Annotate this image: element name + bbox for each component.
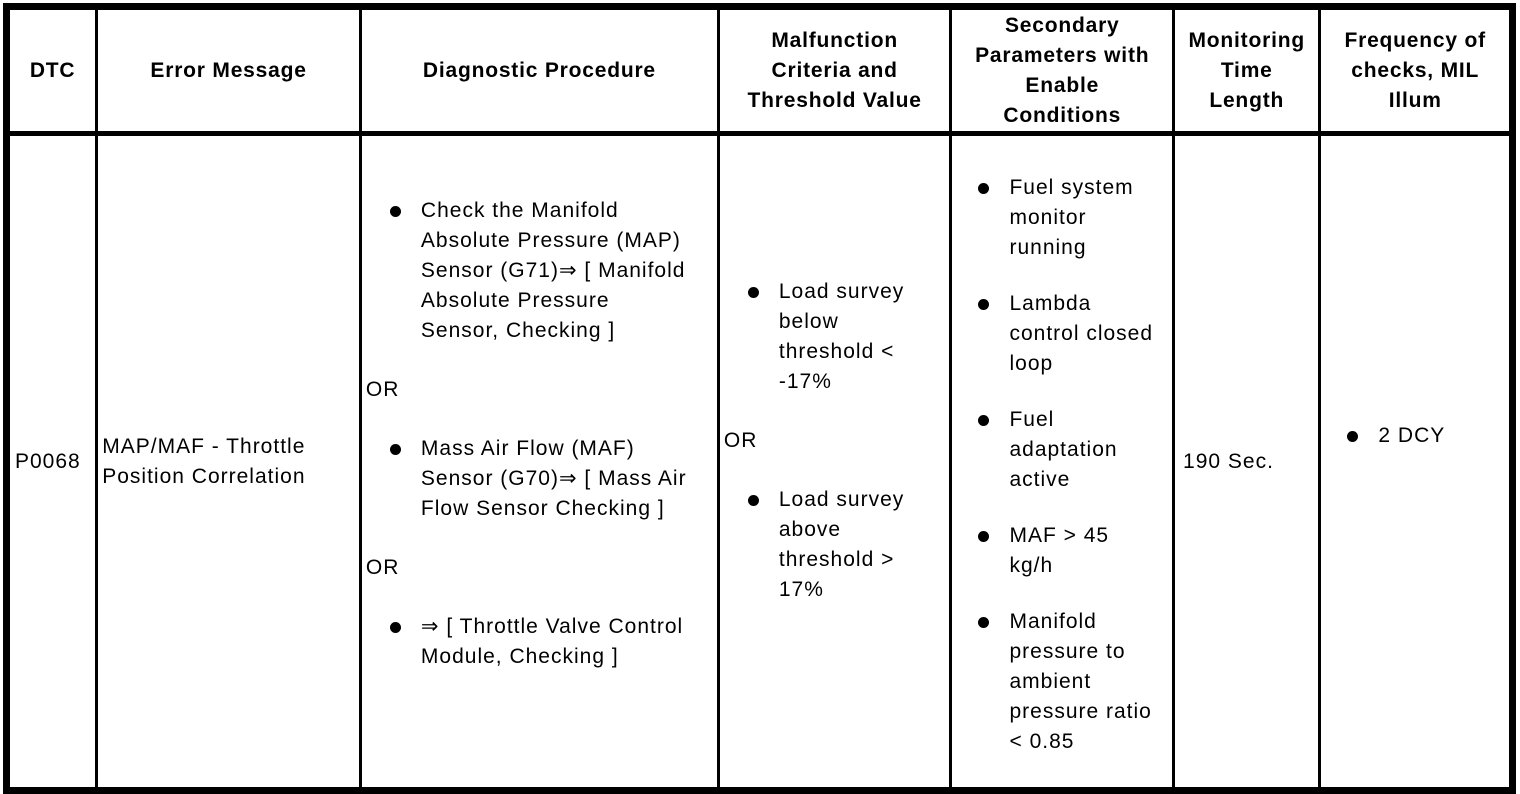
cell-dtc-code: P0068 (4, 132, 99, 792)
list-item-text: Lambda control closed loop (1009, 292, 1154, 375)
list-item-text: Check the Manifold Absolute Pressure (MA… (420, 198, 686, 342)
bullet-item: Lambda control closed loop (954, 289, 1168, 379)
diagnostic-procedure-list: Check the Manifold Absolute Pressure (MA… (366, 196, 713, 672)
header-malfunction-criteria: Malfunction Criteria and Threshold Value (716, 5, 953, 136)
list-item-text: ⇒ [ Throttle Valve Control Module, Check… (420, 614, 684, 668)
dtc-diagnostic-table: DTC Error Message Diagnostic Procedure M… (3, 3, 1516, 794)
bullet-item: Load survey above threshold > 17% (724, 485, 946, 605)
bullet-icon (389, 205, 401, 217)
bullet-icon (747, 494, 759, 506)
bullet-icon (389, 621, 401, 633)
bullet-icon (978, 183, 990, 194)
list-item-text: Load survey below threshold < -17% (778, 279, 905, 393)
list-item-text: Load survey above threshold > 17% (778, 487, 905, 601)
cell-error-message: MAP/MAF - Throttle Position Correlation (95, 132, 362, 792)
bullet-icon (747, 286, 759, 298)
header-secondary-parameters: Secondary Parameters with Enable Conditi… (949, 5, 1176, 136)
bullet-item: Manifold pressure to ambient pressure ra… (954, 607, 1168, 757)
frequency-list: 2 DCY (1323, 421, 1509, 451)
list-item-text: Fuel adaptation active (1009, 408, 1118, 491)
bullet-item: Load survey below threshold < -17% (724, 277, 946, 397)
header-row: DTC Error Message Diagnostic Procedure M… (4, 5, 1514, 136)
bullet-item: 2 DCY (1323, 421, 1509, 451)
cell-secondary-parameters: Fuel system monitor running Lambda contro… (949, 132, 1176, 792)
or-separator: OR (365, 377, 400, 401)
header-diagnostic-procedure: Diagnostic Procedure (358, 5, 720, 136)
secondary-parameters-list: Fuel system monitor running Lambda contro… (954, 173, 1168, 757)
header-frequency: Frequency of checks, MIL Illum (1318, 5, 1514, 136)
bullet-icon (978, 415, 990, 426)
table-row: P0068 MAP/MAF - Throttle Position Correl… (4, 132, 1514, 792)
or-separator: OR (365, 555, 400, 579)
list-item-text: Manifold pressure to ambient pressure ra… (1009, 610, 1152, 753)
cell-malfunction-criteria: Load survey below threshold < -17% OR Load… (716, 132, 953, 792)
bullet-icon (978, 299, 990, 310)
bullet-item: Check the Manifold Absolute Pressure (MA… (366, 196, 713, 346)
or-separator: OR (723, 428, 758, 452)
bullet-icon (1347, 430, 1359, 442)
list-item-text: 2 DCY (1378, 423, 1446, 447)
cell-frequency: 2 DCY (1318, 132, 1514, 792)
header-monitoring-time: Monitoring Time Length (1172, 5, 1322, 136)
malfunction-criteria-list: Load survey below threshold < -17% OR Load… (724, 277, 946, 605)
list-item-text: Mass Air Flow (MAF) Sensor (G70)⇒ [ Mass… (420, 436, 687, 520)
bullet-icon (978, 617, 990, 628)
list-item-text: MAF > 45 kg/h (1009, 524, 1110, 577)
header-dtc: DTC (4, 5, 99, 136)
bullet-item: Fuel adaptation active (954, 405, 1168, 495)
bullet-item: MAF > 45 kg/h (954, 521, 1168, 581)
bullet-item: Fuel system monitor running (954, 173, 1168, 263)
bullet-item: Mass Air Flow (MAF) Sensor (G70)⇒ [ Mass… (366, 434, 713, 524)
bullet-item: ⇒ [ Throttle Valve Control Module, Check… (366, 612, 713, 672)
header-error-message: Error Message (95, 5, 362, 136)
list-item-text: Fuel system monitor running (1009, 176, 1134, 259)
cell-diagnostic-procedure: Check the Manifold Absolute Pressure (MA… (358, 132, 720, 792)
bullet-icon (978, 531, 990, 542)
bullet-icon (389, 443, 401, 455)
cell-monitoring-time: 190 Sec. (1172, 132, 1322, 792)
